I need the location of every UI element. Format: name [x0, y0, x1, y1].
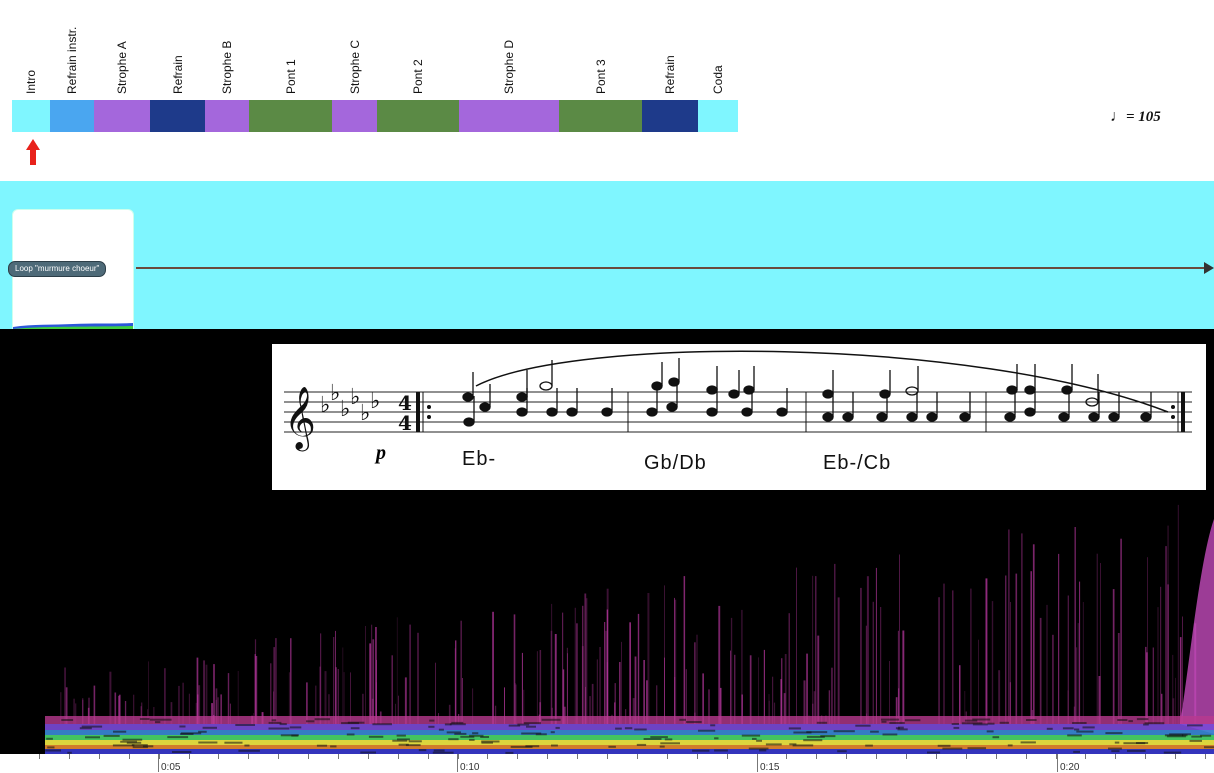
ruler-tick [607, 754, 608, 759]
ruler-tick [727, 754, 728, 759]
ruler-time-label: 0:20 [1060, 762, 1080, 773]
structure-segment-label: Pont 1 [283, 59, 298, 94]
svg-text:♭: ♭ [350, 385, 360, 410]
ruler-tick [846, 754, 847, 759]
structure-segment-label: Refrain [663, 55, 677, 94]
ruler-tick [667, 754, 668, 759]
tempo-marking: ♩= 105 [1110, 108, 1161, 126]
structure-segment[interactable] [332, 100, 377, 132]
svg-text:♭: ♭ [370, 389, 380, 414]
ruler-tick [547, 754, 548, 759]
ruler-tick [1115, 754, 1116, 759]
timeline-arrow-icon [1204, 262, 1214, 274]
ruler-tick [218, 754, 219, 759]
dynamic-marking: p [376, 442, 386, 464]
structure-segment-label: Strophe A [115, 41, 129, 94]
ruler-tick [996, 754, 997, 759]
score-staff-graphic: 𝄞 ♭ ♭♭ ♭♭ ♭ 44 [284, 350, 1192, 452]
tempo-value: = 105 [1126, 109, 1161, 125]
structure-segment[interactable] [249, 100, 332, 132]
ruler-tick [786, 754, 787, 759]
ruler-major-tick [158, 754, 159, 772]
ruler-major-tick [757, 754, 758, 772]
ruler-tick [517, 754, 518, 759]
structure-segment[interactable] [94, 100, 150, 132]
ruler-tick [697, 754, 698, 759]
structure-segment-label: Pont 3 [593, 59, 608, 94]
ruler-tick [1175, 754, 1176, 759]
ruler-tick [1145, 754, 1146, 759]
ruler-tick [428, 754, 429, 759]
ruler-tick [816, 754, 817, 759]
svg-text:4: 4 [398, 411, 412, 435]
structure-segment[interactable] [205, 100, 249, 132]
ruler-tick [1026, 754, 1027, 759]
ruler-tick [458, 754, 459, 759]
ruler-tick [368, 754, 369, 759]
ruler-tick [338, 754, 339, 759]
time-ruler[interactable]: 0:05 0:10 0:15 0:20 [0, 754, 1214, 773]
ruler-tick [906, 754, 907, 759]
structure-segment[interactable] [642, 100, 698, 132]
ruler-tick [129, 754, 130, 759]
chord-symbol: Eb- [462, 448, 497, 470]
ruler-major-tick [1057, 754, 1058, 772]
song-structure-bar: Intro Refrain instr. Strophe A Refrain Strop… [12, 27, 738, 132]
audio-track-lane[interactable]: Loop "murmure choeur" [0, 181, 1214, 331]
svg-text:𝄞: 𝄞 [284, 386, 316, 452]
chord-symbol: Eb-/Cb [823, 452, 892, 474]
structure-segment-label: Intro [24, 69, 38, 94]
ruler-tick [966, 754, 967, 759]
structure-segment[interactable] [150, 100, 205, 132]
ruler-major-tick [457, 754, 458, 772]
ruler-tick [308, 754, 309, 759]
ruler-tick [876, 754, 877, 759]
ruler-tick [1085, 754, 1086, 759]
svg-text:♭: ♭ [340, 397, 350, 422]
ruler-tick [637, 754, 638, 759]
structure-segment-label: Refrain instr. [65, 26, 79, 94]
structure-segment[interactable] [12, 100, 50, 132]
quarter-note-icon: ♩ [1110, 108, 1126, 125]
ruler-time-label: 0:10 [460, 762, 480, 773]
structure-segment-label: Strophe D [502, 39, 516, 94]
ruler-tick [99, 754, 100, 759]
chord-symbol: Gb/Db [644, 452, 707, 474]
svg-text:♭: ♭ [360, 401, 370, 426]
ruler-tick [1205, 754, 1206, 759]
structure-segment[interactable] [559, 100, 642, 132]
structure-segment-label: Strophe C [347, 39, 362, 94]
ruler-tick [577, 754, 578, 759]
structure-segment-label: Refrain [170, 55, 185, 94]
ruler-time-label: 0:15 [760, 762, 780, 773]
ruler-time-label: 0:05 [161, 762, 181, 773]
svg-text:♭: ♭ [320, 393, 330, 418]
loop-region-label[interactable]: Loop "murmure choeur" [8, 261, 107, 277]
svg-text:4: 4 [398, 391, 412, 415]
ruler-tick [398, 754, 399, 759]
structure-segment[interactable] [377, 100, 459, 132]
ruler-tick [487, 754, 488, 759]
ruler-tick [1056, 754, 1057, 759]
structure-segment-label: Strophe B [220, 40, 234, 94]
structure-segment-label: Pont 2 [411, 59, 425, 94]
ruler-tick [189, 754, 190, 759]
structure-segment-label: Coda [711, 65, 725, 94]
structure-segment[interactable] [698, 100, 738, 132]
ruler-tick [248, 754, 249, 759]
svg-text:♭: ♭ [330, 381, 340, 406]
ruler-tick [159, 754, 160, 759]
ruler-tick [69, 754, 70, 759]
loop-timeline-line [136, 267, 1206, 269]
ruler-tick [936, 754, 937, 759]
spectrogram-graphic [45, 504, 1214, 754]
structure-segment[interactable] [459, 100, 559, 132]
ruler-tick [39, 754, 40, 759]
red-up-arrow-icon[interactable] [26, 139, 40, 170]
structure-segment[interactable] [50, 100, 94, 132]
ruler-tick [278, 754, 279, 759]
